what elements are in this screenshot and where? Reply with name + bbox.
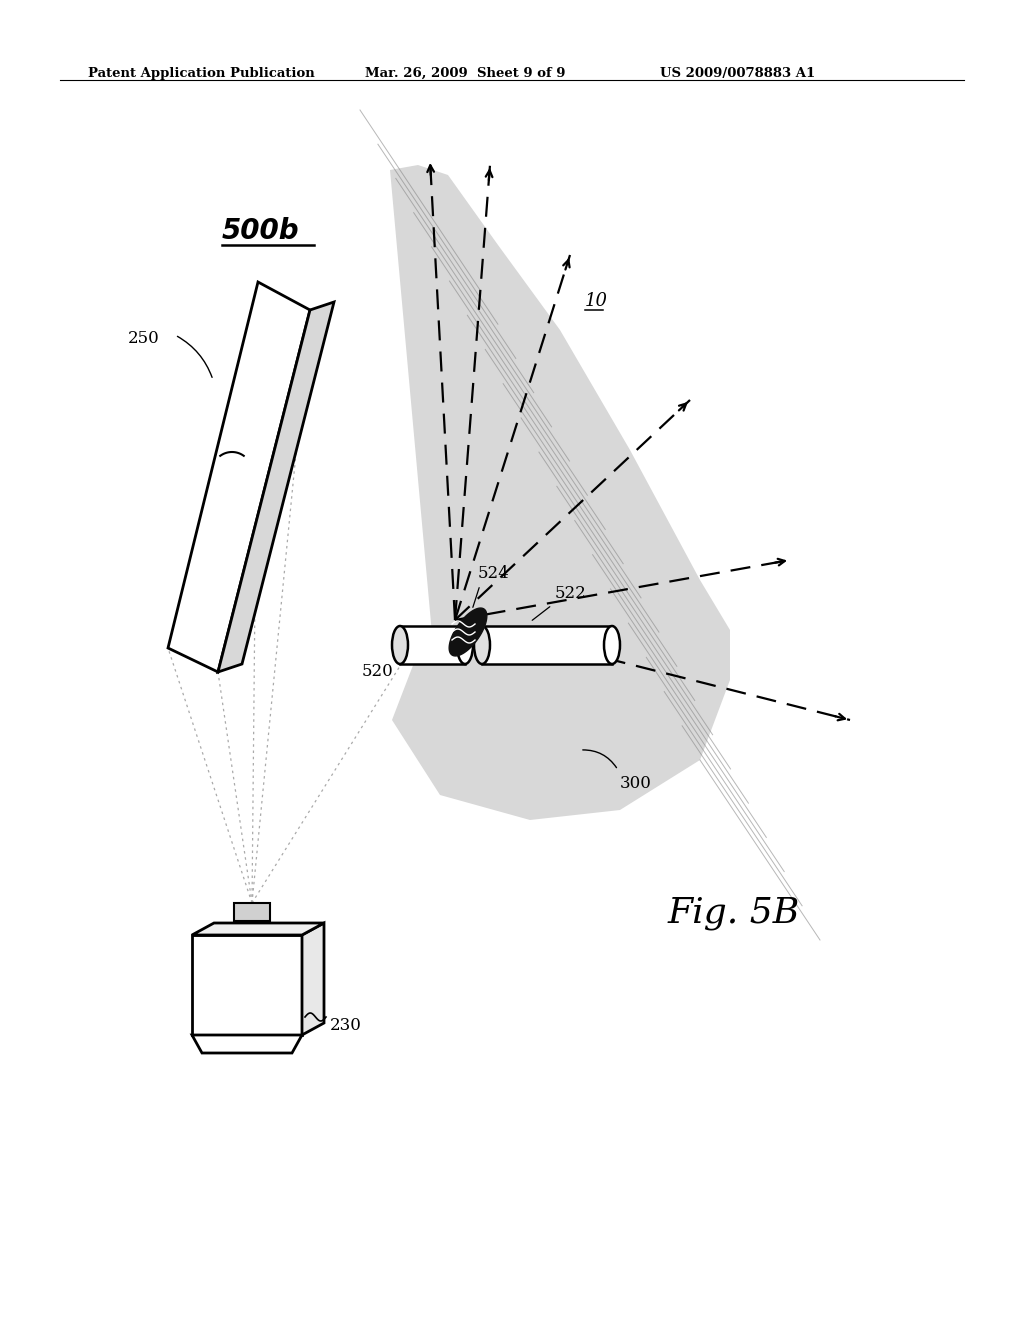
Text: 230: 230 xyxy=(330,1016,361,1034)
Ellipse shape xyxy=(392,626,408,664)
Text: US 2009/0078883 A1: US 2009/0078883 A1 xyxy=(660,67,815,81)
Bar xyxy=(482,626,612,664)
Polygon shape xyxy=(193,935,302,1035)
Text: Fig. 5B: Fig. 5B xyxy=(668,896,800,931)
Text: 500b: 500b xyxy=(222,216,300,246)
Polygon shape xyxy=(168,282,310,672)
Polygon shape xyxy=(302,923,324,1035)
Text: 522: 522 xyxy=(555,585,587,602)
Ellipse shape xyxy=(457,626,473,664)
Polygon shape xyxy=(390,165,730,820)
Polygon shape xyxy=(193,923,324,935)
Polygon shape xyxy=(450,609,486,656)
Polygon shape xyxy=(193,1035,302,1053)
Text: 10: 10 xyxy=(585,292,608,310)
Text: 520: 520 xyxy=(361,663,393,680)
Ellipse shape xyxy=(604,626,620,664)
Text: 524: 524 xyxy=(478,565,510,582)
Text: Mar. 26, 2009  Sheet 9 of 9: Mar. 26, 2009 Sheet 9 of 9 xyxy=(365,67,565,81)
Ellipse shape xyxy=(474,626,490,664)
Text: Patent Application Publication: Patent Application Publication xyxy=(88,67,314,81)
Text: 250: 250 xyxy=(128,330,160,347)
Text: 300: 300 xyxy=(620,775,652,792)
Bar xyxy=(400,626,465,664)
Polygon shape xyxy=(218,302,334,672)
Polygon shape xyxy=(234,903,270,921)
